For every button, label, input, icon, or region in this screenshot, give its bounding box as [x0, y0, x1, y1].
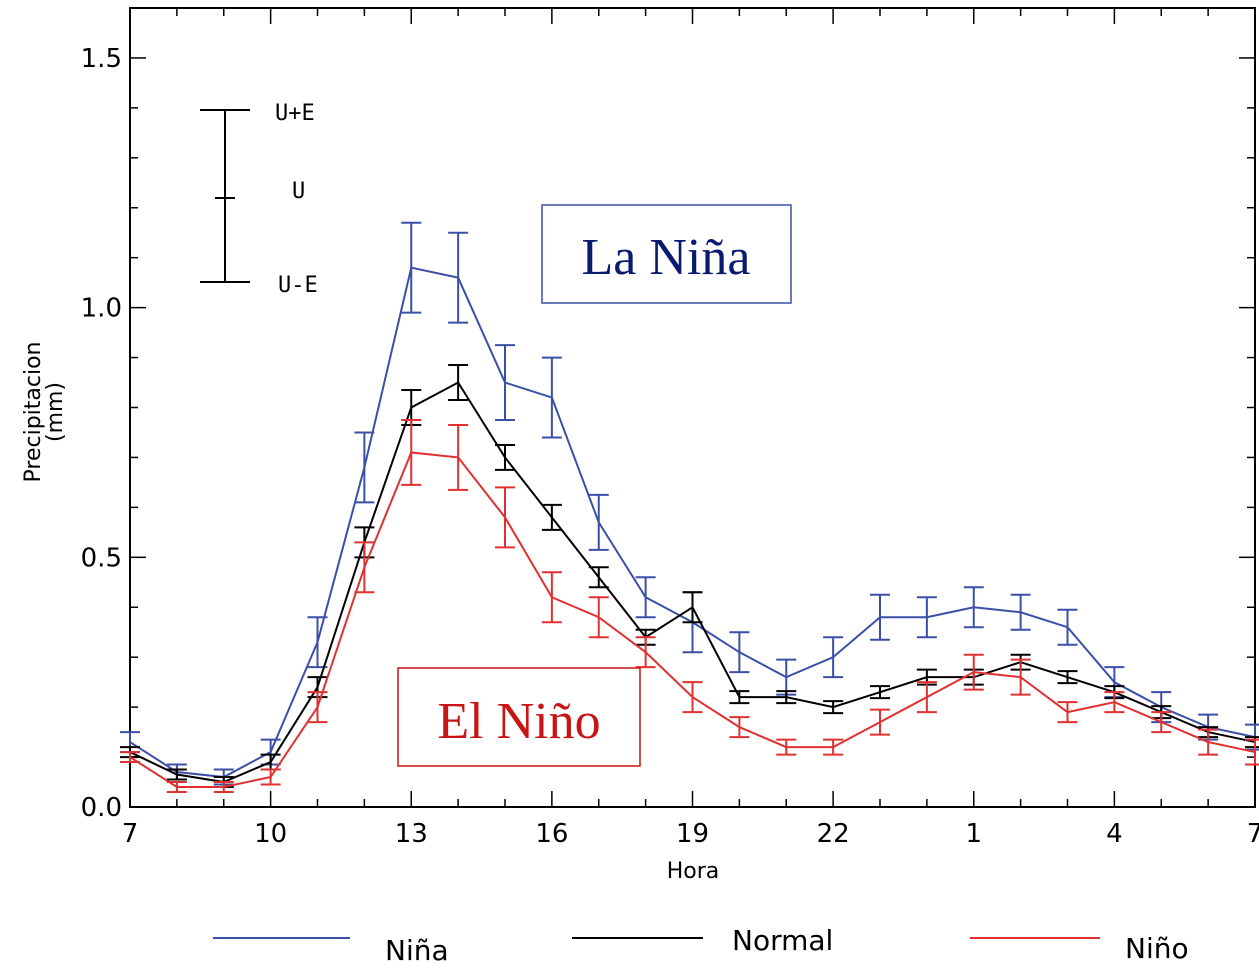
error-bar — [495, 443, 515, 471]
error-bar — [916, 596, 937, 639]
series-2 — [120, 418, 1259, 794]
error-bar — [354, 541, 375, 594]
annotation-el-nino: El Niño — [397, 667, 641, 767]
error-bar — [776, 690, 797, 705]
annotation-la-nina-text: La Niña — [582, 229, 751, 286]
y-axis-title: Precipitacion(mm) — [21, 342, 68, 483]
error-bar — [401, 221, 422, 314]
legend-item-nino: Niño — [970, 932, 1189, 965]
legend: Niña Normal Niño — [213, 924, 1189, 967]
error-bar — [120, 751, 140, 764]
x-tick-label: 22 — [817, 819, 850, 849]
x-tick-label: 7 — [122, 819, 139, 849]
x-tick-label: 1 — [965, 819, 982, 849]
x-tick-label: 16 — [535, 819, 568, 849]
y-tick-label: 1.5 — [81, 44, 122, 74]
error-bar — [823, 700, 844, 715]
annotation-el-nino-text: El Niño — [437, 693, 600, 750]
error-bar — [1010, 658, 1031, 696]
error-bar — [495, 344, 515, 421]
error-bar — [870, 708, 890, 736]
axes: 0.0 0.5 1.0 1.5 7 10 13 16 19 22 1 4 7 — [81, 7, 1259, 849]
error-bar — [1104, 691, 1125, 714]
y-axis-title-text: Precipitacion(mm) — [21, 342, 68, 483]
error-bar — [729, 631, 750, 674]
error-bar — [166, 768, 187, 781]
x-tick-label: 7 — [1247, 819, 1259, 849]
error-bar — [1057, 670, 1078, 685]
error-bar — [354, 431, 375, 504]
error-bar — [870, 685, 890, 700]
error-bar — [260, 768, 281, 786]
error-bar — [1057, 701, 1078, 724]
x-tick-label: 13 — [395, 819, 428, 849]
error-bar — [213, 781, 234, 794]
error-bar — [448, 423, 469, 491]
error-bar — [1010, 593, 1031, 631]
error-bar — [823, 636, 844, 679]
legend-label-nino: Niño — [1125, 932, 1189, 965]
error-bar — [1245, 738, 1259, 766]
annotation-la-nina-box — [541, 204, 792, 304]
series-line — [129, 381, 1256, 784]
error-bar — [307, 691, 328, 724]
error-bar — [541, 356, 562, 439]
error-bar — [635, 576, 656, 619]
legend-label-normal: Normal — [732, 924, 833, 957]
error-bar — [448, 231, 469, 324]
error-bar — [1057, 608, 1078, 646]
error-bar — [1151, 711, 1172, 734]
error-bar — [729, 716, 750, 739]
error-bar — [448, 364, 469, 402]
error-bar — [682, 591, 703, 624]
error-bar — [541, 503, 562, 531]
errorbar-key: U+E U U-E — [200, 101, 318, 298]
error-bar — [823, 738, 844, 756]
x-axis-title: Hora — [667, 859, 720, 884]
error-bar — [166, 781, 187, 794]
error-bar — [495, 486, 515, 549]
error-bar — [916, 681, 937, 714]
error-bar — [776, 658, 797, 696]
errorbar-key-bottom-label: U-E — [278, 273, 318, 298]
error-bar — [541, 571, 562, 624]
series-layer — [120, 221, 1259, 794]
y-tick-label: 1.0 — [81, 294, 122, 324]
series-0 — [120, 221, 1259, 786]
series-1 — [120, 364, 1259, 789]
error-bar — [588, 493, 609, 551]
error-bar — [963, 586, 984, 629]
legend-label-nina: Niña — [385, 934, 449, 967]
x-tick-label: 4 — [1106, 819, 1123, 849]
error-bar — [588, 566, 609, 589]
error-bar — [963, 653, 984, 691]
x-tick-label: 10 — [254, 819, 287, 849]
x-tick-label: 19 — [676, 819, 709, 849]
y-axis-title-line: Precipitacion — [21, 342, 46, 483]
error-bar — [776, 738, 797, 756]
error-bar — [682, 681, 703, 714]
error-bar — [729, 690, 750, 705]
error-bar — [401, 418, 422, 486]
y-tick-label: 0.5 — [81, 543, 122, 573]
y-axis-title-line: (mm) — [43, 382, 68, 442]
error-bar — [1198, 728, 1219, 756]
error-bar — [635, 636, 656, 669]
error-bar — [870, 593, 890, 641]
errorbar-key-mid-label: U — [292, 179, 305, 204]
annotation-la-nina: La Niña — [541, 204, 792, 304]
legend-item-normal: Normal — [572, 924, 833, 957]
y-tick-label: 0.0 — [81, 793, 122, 823]
errorbar-key-top-label: U+E — [275, 101, 315, 126]
error-bar — [588, 596, 609, 639]
annotation-el-nino-box — [397, 667, 641, 767]
legend-item-nina: Niña — [213, 934, 449, 967]
